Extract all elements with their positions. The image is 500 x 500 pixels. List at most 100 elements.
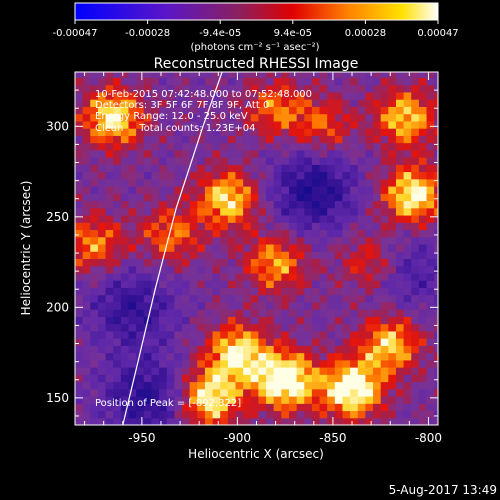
heatmap-cell	[97, 338, 107, 346]
heatmap-cell	[197, 287, 206, 296]
heatmap-cell	[373, 352, 382, 361]
heatmap-cell	[204, 229, 214, 238]
heatmap-cell	[296, 77, 305, 86]
heatmap-cell	[388, 72, 397, 78]
heatmap-cell	[151, 374, 160, 383]
peak-position-label: Position of Peak = [-892,322]	[95, 398, 241, 409]
heatmap-cell	[113, 215, 122, 223]
heatmap-cell	[235, 330, 244, 339]
heatmap-cell	[288, 186, 298, 194]
heatmap-cell	[204, 280, 214, 288]
heatmap-cell	[143, 215, 152, 223]
heatmap-cell	[220, 396, 229, 404]
heatmap-cell	[235, 345, 244, 354]
heatmap-cell	[159, 113, 168, 122]
heatmap-cell	[113, 345, 122, 354]
heatmap-cell	[105, 142, 114, 151]
heatmap-cell	[380, 330, 389, 339]
heatmap-cell	[418, 417, 428, 425]
heatmap-cell	[151, 367, 160, 375]
heatmap-cell	[151, 410, 160, 419]
heatmap-cell	[220, 294, 229, 303]
heatmap-cell	[181, 236, 191, 245]
heatmap-cell	[273, 338, 282, 346]
heatmap-cell	[365, 338, 374, 346]
heatmap-cell	[120, 142, 130, 151]
heatmap-cell	[434, 410, 438, 419]
heatmap-cell	[327, 359, 336, 368]
heatmap-cell	[281, 330, 290, 339]
heatmap-cell	[273, 128, 282, 136]
heatmap-cell	[281, 309, 290, 317]
heatmap-cell	[166, 381, 175, 390]
heatmap-cell	[227, 403, 236, 412]
heatmap-cell	[403, 280, 412, 288]
heatmap-cell	[212, 128, 221, 136]
heatmap-cell	[258, 287, 267, 296]
heatmap-cell	[159, 99, 168, 107]
heatmap-cell	[204, 410, 214, 419]
heatmap-cell	[220, 287, 229, 296]
heatmap-cell	[403, 316, 412, 325]
heatmap-cell	[136, 72, 145, 78]
heatmap-cell	[357, 135, 366, 144]
heatmap-cell	[418, 157, 428, 165]
heatmap-cell	[266, 135, 275, 144]
heatmap-cell	[120, 330, 130, 339]
heatmap-cell	[288, 207, 298, 216]
heatmap-cell	[151, 215, 160, 223]
heatmap-cell	[388, 222, 397, 231]
heatmap-cell	[395, 403, 405, 412]
heatmap-cell	[334, 374, 343, 383]
heatmap-cell	[365, 381, 374, 390]
heatmap-cell	[403, 381, 412, 390]
heatmap-cell	[197, 258, 206, 267]
heatmap-cell	[90, 301, 99, 310]
heatmap-cell	[113, 352, 122, 361]
heatmap-cell	[250, 186, 259, 194]
heatmap-cell	[250, 72, 259, 78]
heatmap-cell	[395, 338, 405, 346]
heatmap-cell	[212, 207, 221, 216]
heatmap-cell	[174, 330, 183, 339]
heatmap-cell	[434, 128, 438, 136]
heatmap-cell	[380, 309, 389, 317]
heatmap-cell	[403, 77, 412, 86]
heatmap-cell	[426, 135, 435, 144]
heatmap-cell	[418, 91, 428, 100]
heatmap-cell	[411, 301, 420, 310]
heatmap-cell	[373, 200, 382, 209]
heatmap-cell	[204, 381, 214, 390]
heatmap-cell	[273, 258, 282, 267]
heatmap-cell	[235, 236, 244, 245]
heatmap-cell	[189, 135, 198, 144]
heatmap-cell	[204, 200, 214, 209]
heatmap-cell	[418, 403, 428, 412]
heatmap-cell	[166, 215, 175, 223]
heatmap-cell	[311, 388, 321, 397]
heatmap-cell	[174, 200, 183, 209]
heatmap-cell	[258, 157, 267, 165]
heatmap-cell	[166, 359, 175, 368]
heatmap-cell	[97, 309, 107, 317]
heatmap-cell	[411, 243, 420, 252]
heatmap-cell	[373, 77, 382, 86]
heatmap-cell	[166, 258, 175, 267]
heatmap-cell	[342, 330, 351, 339]
heatmap-cell	[120, 388, 130, 397]
heatmap-cell	[235, 149, 244, 158]
heatmap-cell	[90, 287, 99, 296]
heatmap-cell	[105, 374, 114, 383]
heatmap-cell	[403, 229, 412, 238]
heatmap-cell	[434, 236, 438, 245]
heatmap-cell	[128, 294, 137, 303]
heatmap-cell	[159, 193, 168, 202]
heatmap-cell	[174, 243, 183, 252]
heatmap-cell	[334, 301, 343, 310]
heatmap-cell	[426, 157, 435, 165]
heatmap-cell	[235, 309, 244, 317]
heatmap-cell	[75, 171, 84, 180]
heatmap-cell	[159, 135, 168, 144]
heatmap-cell	[250, 352, 259, 361]
heatmap-cell	[143, 272, 152, 281]
